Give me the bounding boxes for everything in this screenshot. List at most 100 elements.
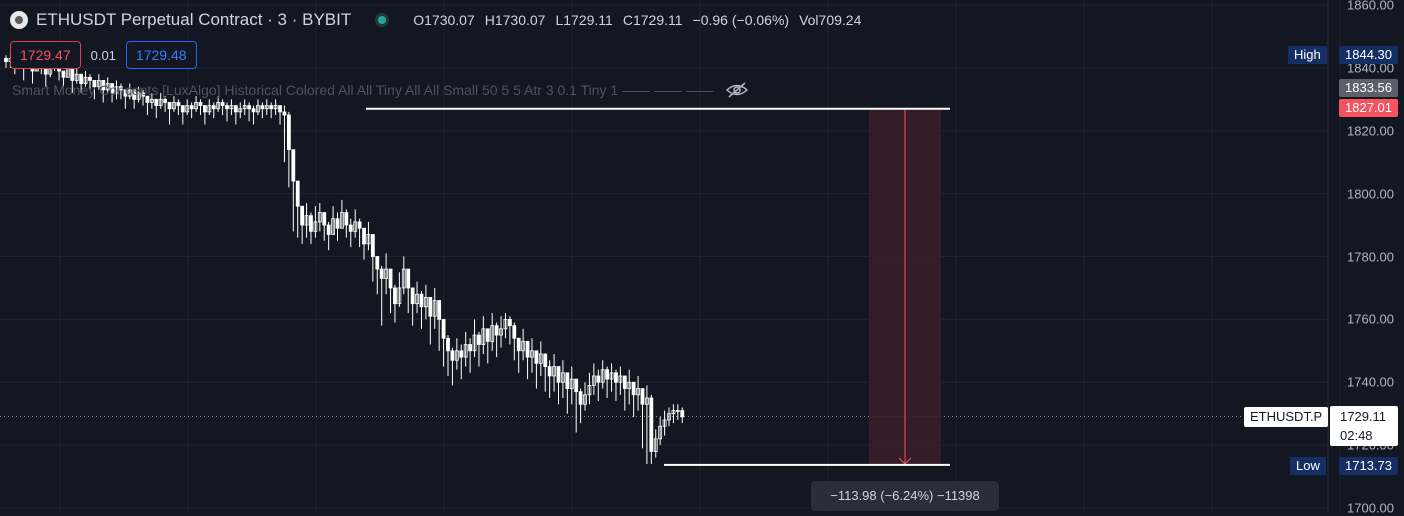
- ohlc-close-value: 1729.11: [632, 12, 683, 28]
- candle: [322, 212, 327, 241]
- candle-body: [167, 102, 172, 110]
- candle-body: [437, 300, 442, 320]
- candle-body: [428, 296, 433, 317]
- sell-button[interactable]: 1729.47: [10, 41, 81, 69]
- candle: [238, 102, 243, 119]
- candle-body: [362, 227, 366, 245]
- candle: [326, 221, 331, 251]
- candle-body: [569, 378, 574, 389]
- candle-body: [662, 419, 667, 427]
- chart-grid: [0, 0, 1341, 514]
- candle-body: [309, 215, 313, 232]
- candle: [636, 375, 640, 411]
- ohlc-open: O1730.07: [413, 12, 475, 28]
- candle: [194, 96, 198, 112]
- candle: [149, 93, 154, 109]
- candle: [450, 347, 455, 386]
- candle-body: [397, 287, 402, 305]
- candle: [574, 378, 579, 433]
- candle-body: [410, 287, 415, 305]
- candle: [441, 318, 446, 367]
- price-axis-tick: 1700.00: [1347, 500, 1394, 516]
- candle-body: [468, 344, 473, 352]
- candle: [627, 369, 632, 405]
- eye-crossed-icon[interactable]: [725, 82, 748, 98]
- candle-body: [379, 268, 384, 279]
- symbol-title[interactable]: ETHUSDT Perpetual Contract · 3 · BYBIT: [36, 10, 352, 29]
- candle-body: [101, 80, 106, 91]
- candle-body: [158, 98, 163, 106]
- candle-body: [4, 58, 8, 62]
- candle: [362, 227, 366, 260]
- measure-result-label: −113.98 (−6.24%) −11398: [811, 481, 999, 511]
- last-price-value: 1729.11: [1340, 409, 1387, 424]
- candle: [512, 322, 517, 361]
- candle: [202, 105, 207, 125]
- candle-body: [605, 369, 610, 380]
- candle-body: [335, 218, 340, 229]
- candle: [211, 102, 216, 119]
- candle: [278, 105, 282, 125]
- price-axis-tick: 1760.00: [1347, 311, 1394, 327]
- candle-body: [401, 268, 406, 289]
- market-status-icon[interactable]: [375, 13, 390, 27]
- candle: [331, 206, 335, 235]
- candle: [521, 328, 526, 361]
- candle-body: [406, 268, 411, 289]
- candle: [88, 74, 92, 90]
- candle-body: [384, 268, 389, 279]
- candle: [167, 102, 172, 125]
- candle-body: [136, 92, 141, 100]
- price-range-measure-tool[interactable]: [366, 107, 950, 466]
- candle-body: [110, 83, 114, 94]
- price-axis-tick: 1820.00: [1347, 123, 1394, 139]
- candle-body: [256, 105, 260, 113]
- candle: [675, 404, 680, 420]
- indicator-label[interactable]: Smart Money Concepts [LuxAlgo] Historica…: [12, 82, 714, 98]
- candle: [185, 99, 190, 116]
- candle: [667, 407, 671, 427]
- candle-body: [242, 105, 247, 110]
- candle-body: [216, 102, 221, 110]
- ohlc-low: L1729.11: [555, 12, 613, 28]
- candle-body: [477, 334, 481, 345]
- last-price-box: 1729.11 02:48: [1330, 406, 1398, 446]
- candle-body: [525, 340, 530, 358]
- candle: [269, 102, 274, 119]
- candle-body: [251, 108, 256, 113]
- candle-body: [556, 366, 561, 383]
- candle: [618, 366, 623, 395]
- candle: [658, 416, 663, 446]
- candle: [264, 99, 269, 116]
- candle: [556, 366, 561, 405]
- candle: [233, 105, 238, 125]
- candle: [83, 71, 88, 87]
- candle-body: [499, 328, 503, 336]
- candle-body: [512, 325, 517, 339]
- candle: [180, 105, 185, 125]
- candle-body: [154, 98, 159, 106]
- candle-body: [340, 212, 344, 229]
- candle: [561, 360, 565, 398]
- candle: [547, 360, 552, 398]
- candle-body: [627, 381, 632, 389]
- bar-countdown: 02:48: [1340, 428, 1373, 443]
- ohlc-open-value: 1730.07: [424, 12, 475, 28]
- candle-body: [105, 83, 110, 91]
- candle-body: [202, 105, 207, 113]
- candle: [587, 372, 592, 405]
- candle-body: [587, 384, 592, 396]
- candle: [366, 221, 371, 251]
- candle: [583, 382, 587, 411]
- ohlc-change: −0.96 (−0.06%): [692, 12, 790, 28]
- candle: [662, 410, 667, 436]
- candle-body: [472, 334, 477, 352]
- ohlc-close: C1729.11: [622, 12, 683, 28]
- candle-body: [552, 366, 556, 377]
- indicator-legend[interactable]: Smart Money Concepts [LuxAlgo] Historica…: [12, 80, 748, 100]
- buy-button[interactable]: 1729.48: [125, 41, 197, 69]
- candle-body: [331, 218, 335, 235]
- candle: [507, 316, 512, 345]
- candle-body: [123, 89, 128, 97]
